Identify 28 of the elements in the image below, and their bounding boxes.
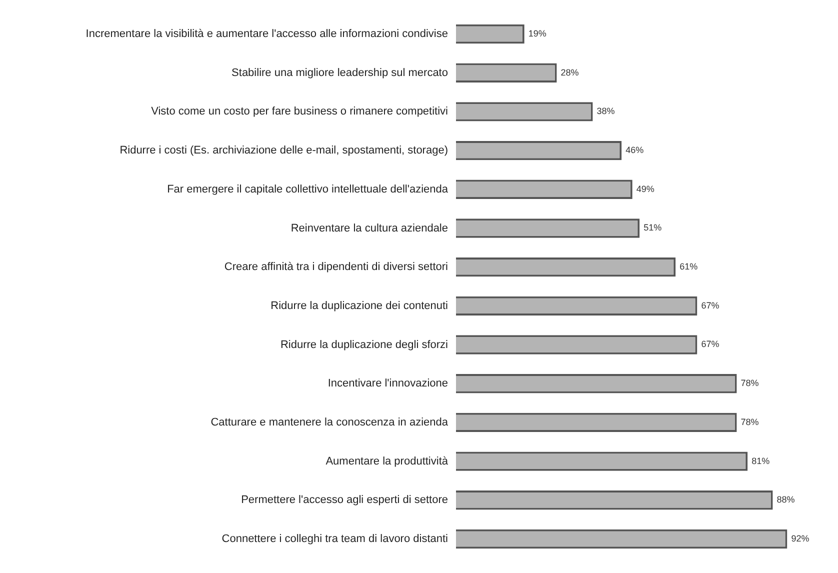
data-label: 67% — [701, 339, 720, 350]
data-label: 46% — [626, 145, 644, 156]
y-tick-label: Visto come un costo per fare business o rimanere competitivi — [151, 106, 448, 118]
data-label: 51% — [644, 222, 662, 233]
y-tick-label: Stabilire una migliore leadership sul mercato — [232, 66, 448, 79]
y-tick-label: Ridurre la duplicazione degli sforzi — [280, 338, 448, 351]
y-tick-label: Incrementare la visibilità e aumentare l'accesso alle informazioni condivise — [86, 28, 448, 40]
y-tick-label: Far emergere il capitale collettivo intellettuale dell'azienda — [167, 183, 449, 196]
y-tick-label: Permettere l'accesso agli esperti di settore — [241, 494, 448, 506]
y-tick-label: Creare affinità tra i dipendenti di diversi settori — [224, 261, 448, 274]
data-label: 61% — [680, 262, 698, 272]
data-label: 78% — [740, 416, 759, 427]
data-label: 78% — [740, 378, 759, 388]
y-tick-label: Connettere i colleghi tra team di lavoro distanti — [222, 533, 448, 546]
y-tick-label: Incentivare l'innovazione — [328, 378, 448, 390]
y-tick-label: Ridurre la duplicazione dei contenuti — [270, 300, 448, 312]
data-label: 28% — [560, 67, 579, 78]
data-label: 88% — [776, 494, 795, 505]
y-tick-label: Reinventare la cultura aziendale — [290, 222, 448, 234]
data-label: 67% — [701, 300, 720, 310]
y-tick-label: Aumentare la produttività — [326, 455, 449, 468]
data-label: 38% — [596, 106, 615, 116]
data-label: 92% — [791, 533, 810, 544]
data-label: 19% — [528, 28, 546, 39]
y-tick-label: Catturare e mantenere la conoscenza in azienda — [210, 416, 449, 428]
y-tick-label: Ridurre i costi (Es. archiviazione delle e-mail, spostamenti, storage) — [120, 144, 448, 157]
data-label: 49% — [636, 184, 654, 194]
data-label: 81% — [752, 456, 770, 466]
